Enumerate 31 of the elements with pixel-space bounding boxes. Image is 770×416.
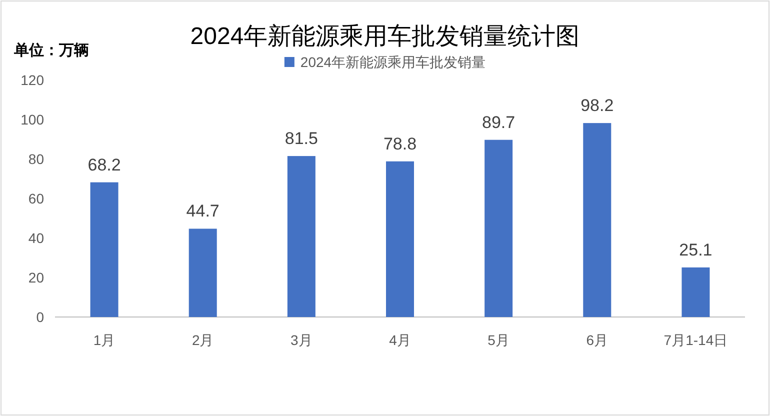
x-tick-label: 5月 — [488, 332, 510, 348]
legend-label: 2024年新能源乘用车批发销量 — [300, 54, 486, 70]
x-tick-label: 1月 — [93, 332, 116, 348]
x-tick-label: 7月1-14日 — [664, 332, 728, 348]
bar — [287, 156, 316, 317]
bar — [484, 140, 513, 317]
bar — [682, 267, 710, 317]
y-tick-label: 0 — [36, 309, 44, 325]
x-tick-label: 3月 — [290, 332, 312, 348]
chart-title: 2024年新能源乘用车批发销量统计图 — [190, 23, 580, 50]
x-tick-label: 6月 — [586, 332, 608, 348]
data-label: 81.5 — [284, 129, 318, 148]
y-tick-label: 40 — [28, 230, 44, 246]
bar — [583, 123, 612, 317]
y-tick-label: 20 — [28, 270, 44, 286]
y-tick-label: 60 — [28, 190, 44, 206]
data-label: 68.2 — [88, 155, 121, 174]
x-tick-label: 4月 — [389, 332, 411, 348]
data-label: 98.2 — [580, 96, 614, 116]
x-tick-label: 2月 — [192, 332, 214, 348]
y-axis-title: 单位：万辆 — [13, 42, 89, 59]
data-label: 89.7 — [482, 112, 516, 132]
y-tick-label: 120 — [20, 72, 44, 88]
bar — [90, 182, 118, 317]
data-label: 78.8 — [383, 134, 417, 154]
bar — [386, 161, 414, 317]
y-tick-label: 80 — [28, 151, 44, 167]
y-tick-label: 100 — [20, 112, 44, 128]
data-label: 44.7 — [186, 202, 220, 221]
bar — [188, 228, 217, 317]
data-label: 25.1 — [679, 240, 712, 260]
